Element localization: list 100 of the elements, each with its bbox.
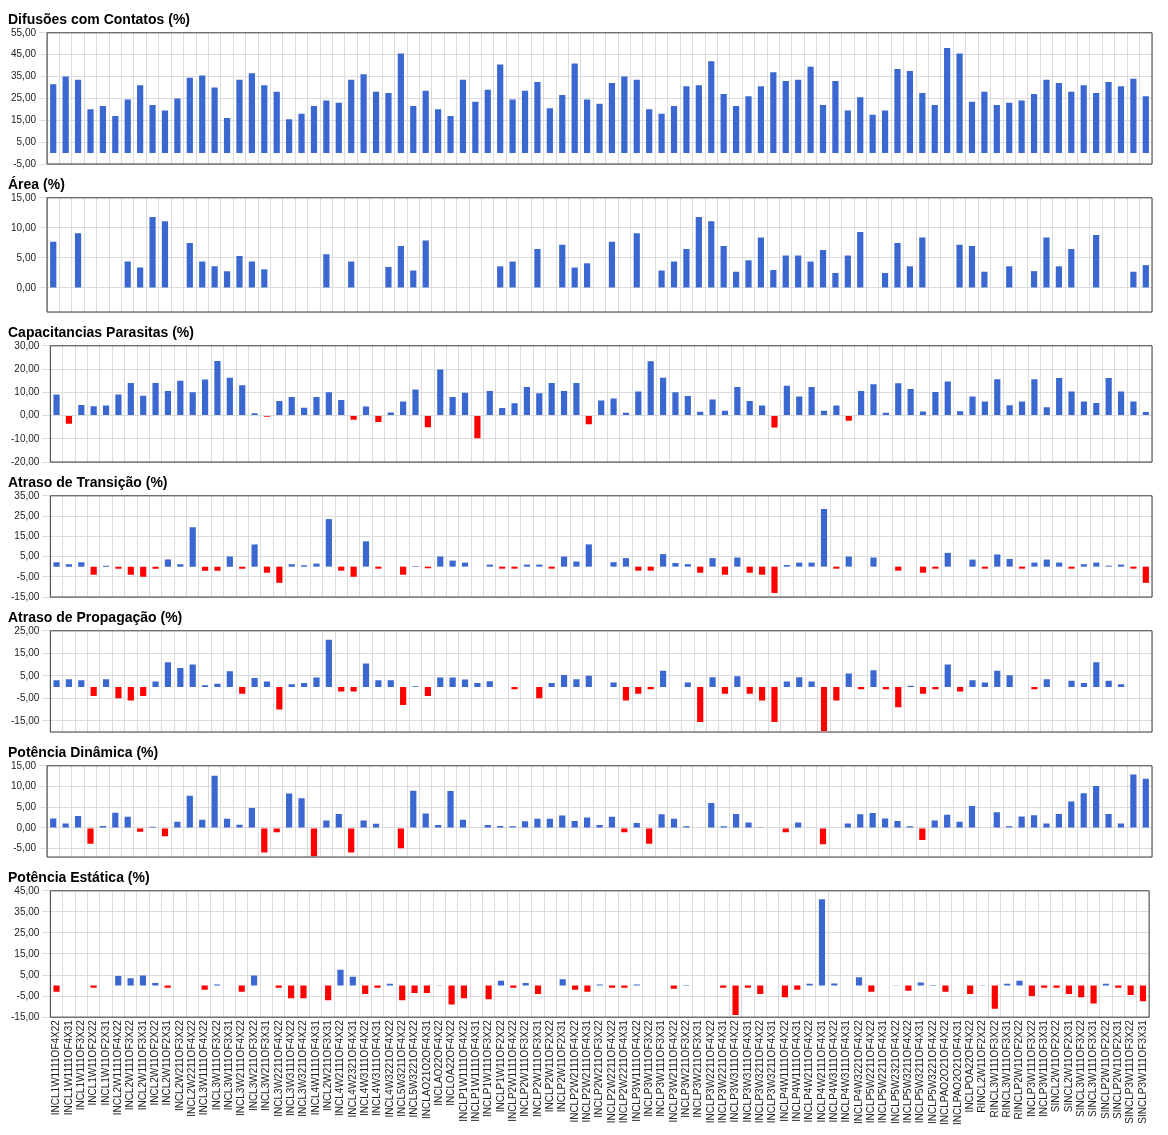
bar: [65, 679, 73, 688]
bar: [820, 410, 828, 416]
bar: [238, 985, 245, 992]
x-tick-label: INCLP3W211OF3X31: [692, 1019, 704, 1118]
bar: [610, 682, 617, 688]
bar: [697, 687, 704, 722]
bar: [375, 680, 382, 688]
x-tick-label: INCLP4W1111OF4X31: [791, 1019, 803, 1122]
x-tick-label: INCLAO21O2OF4X31: [420, 1019, 432, 1120]
bar: [635, 391, 642, 416]
bar: [1043, 79, 1050, 154]
bar: [536, 393, 543, 416]
y-tick-label: 15,00: [14, 647, 40, 659]
bar: [844, 255, 851, 288]
y-tick-label: 5,00: [16, 135, 37, 147]
bar: [571, 985, 579, 990]
bar: [1078, 985, 1085, 998]
bar: [397, 245, 404, 288]
bar: [214, 683, 221, 688]
x-tick-label: SINCLP2W11OF2X22: [1099, 1019, 1111, 1119]
bar: [783, 681, 790, 688]
bar: [1130, 774, 1137, 828]
y-tick-label: -5,00: [16, 570, 40, 582]
x-tick-label: INCL3W3211OF4X22: [297, 1019, 309, 1117]
bar: [137, 267, 144, 288]
bar: [1142, 778, 1149, 828]
bar: [250, 975, 258, 986]
bar: [400, 401, 407, 416]
x-tick-label: INCL1W1111OF4X31: [62, 1019, 74, 1116]
bar: [646, 109, 653, 154]
x-tick-label: INCLP2W1111OF4X22: [507, 1019, 519, 1122]
chart-title: Capacitancias Parasitas (%): [8, 324, 194, 341]
bar: [374, 985, 381, 988]
bar: [819, 104, 827, 154]
bar: [782, 255, 789, 288]
bar: [967, 985, 974, 994]
bar: [659, 554, 667, 567]
bar: [721, 410, 729, 416]
bar: [608, 83, 616, 154]
bar: [796, 396, 803, 416]
x-tick-label: INCL2W11OF2X22: [149, 1019, 161, 1106]
bar: [559, 244, 566, 288]
x-tick-label: INCLPOA22OF4X22: [963, 1019, 975, 1113]
bar: [819, 250, 827, 288]
bar: [745, 822, 752, 828]
bar: [720, 985, 727, 988]
x-tick-label: SINCL3W111OF3X22: [1074, 1019, 1086, 1118]
bar: [62, 823, 69, 828]
x-tick-label: INCLP3W111OF3X31: [1037, 1019, 1049, 1118]
bar: [349, 976, 356, 986]
bar: [124, 261, 131, 288]
bar: [584, 985, 591, 992]
bar: [1142, 96, 1149, 154]
bar: [509, 99, 516, 154]
bar: [831, 983, 838, 986]
y-tick-label: 10,00: [14, 386, 40, 398]
bar: [90, 985, 97, 988]
bar: [50, 241, 57, 288]
bar: [1093, 402, 1100, 416]
bar: [583, 263, 591, 288]
bar: [177, 380, 184, 416]
bar: [459, 79, 467, 154]
x-tick-label: INCLP3W1111OF4X22: [630, 1019, 642, 1122]
bar: [87, 828, 94, 844]
x-tick-label: INCL2W211OF3X22: [173, 1019, 185, 1112]
x-tick-label: INCL1W11OF2X31: [99, 1019, 111, 1106]
x-tick-label: INCL2W1111OF4X22: [112, 1019, 124, 1116]
bar: [486, 391, 493, 416]
y-tick-label: 55,00: [10, 26, 37, 38]
bar: [1006, 405, 1013, 416]
bar: [957, 687, 964, 692]
bar: [223, 271, 231, 288]
bar: [635, 566, 642, 571]
bar: [239, 566, 246, 569]
bar: [164, 391, 172, 416]
bar: [759, 687, 766, 701]
bar: [313, 677, 320, 688]
bar: [286, 793, 293, 828]
bar: [573, 561, 580, 567]
y-tick-label: 5,00: [16, 801, 37, 812]
bar: [672, 392, 679, 416]
bar: [288, 564, 295, 567]
bar: [521, 821, 529, 828]
bar: [199, 261, 206, 288]
bar: [474, 416, 481, 439]
bar: [102, 679, 110, 688]
y-tick-label: 5,00: [19, 669, 40, 681]
x-tick-label: RINCLP2W11OF2X22: [1013, 1019, 1025, 1120]
bar: [1105, 378, 1112, 416]
bar: [807, 66, 814, 154]
bar: [697, 411, 704, 416]
y-tick-label: 35,00: [14, 905, 40, 917]
bar: [124, 816, 131, 828]
bar: [546, 108, 553, 154]
bar: [164, 662, 172, 688]
bar: [1028, 985, 1035, 997]
bar: [511, 566, 518, 569]
bar: [695, 85, 702, 154]
bar: [782, 80, 789, 154]
bar: [261, 85, 268, 154]
